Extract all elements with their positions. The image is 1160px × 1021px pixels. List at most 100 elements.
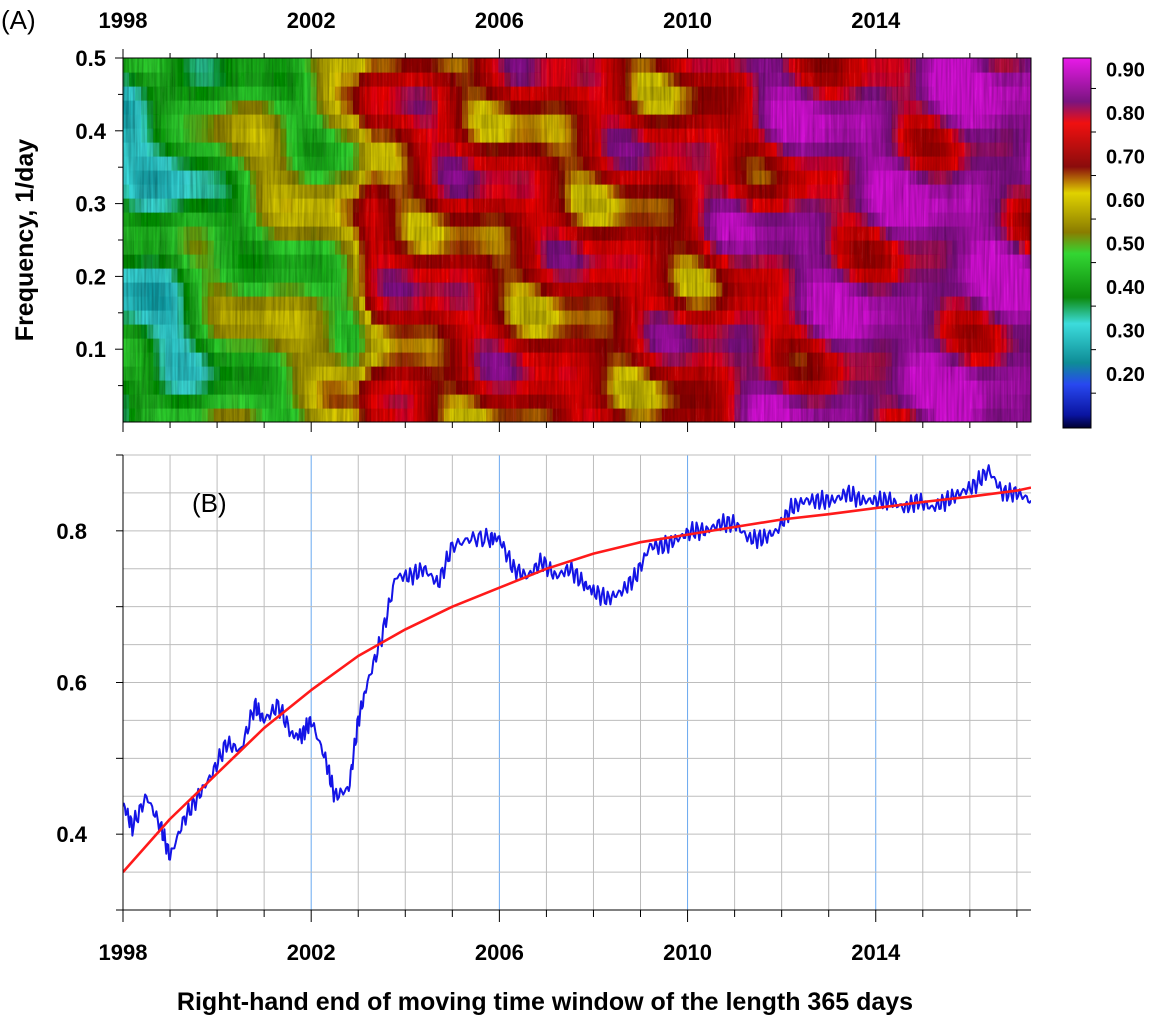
heatmap-cell <box>613 72 620 87</box>
heatmap-cell <box>583 338 590 353</box>
heatmap-cell <box>988 310 996 325</box>
heatmap-cell <box>437 114 445 129</box>
heatmap-cell <box>1012 408 1020 422</box>
heatmap-cell <box>710 240 717 255</box>
heatmap-cell <box>165 226 173 241</box>
heatmap-cell <box>595 100 602 115</box>
heatmap-cell <box>782 394 790 409</box>
heatmap-cell <box>770 380 778 395</box>
heatmap-cell <box>940 156 947 171</box>
heatmap-cell <box>891 366 899 381</box>
heatmap-cell <box>631 394 639 409</box>
heatmap-cell <box>286 198 294 213</box>
heatmap-cell <box>468 282 475 297</box>
heatmap-cell <box>395 156 403 171</box>
heatmap-cell <box>340 254 348 269</box>
heatmap-cell <box>710 198 717 213</box>
heatmap-cell <box>165 184 173 199</box>
heatmap-cell <box>153 282 160 297</box>
heatmap-cell <box>268 184 275 199</box>
heatmap-cell <box>758 352 766 367</box>
heatmap-cell <box>946 226 953 241</box>
heatmap-cell <box>673 324 681 339</box>
heatmap-cell <box>631 128 639 143</box>
heatmap-cell <box>1012 310 1020 325</box>
heatmap-cell <box>274 142 281 157</box>
heatmap-cell <box>813 128 820 143</box>
heatmap-cell <box>407 240 415 255</box>
heatmap-cell <box>365 198 372 213</box>
heatmap-cell <box>607 338 614 353</box>
heatmap-cell <box>498 366 505 381</box>
heatmap-cell <box>589 58 596 73</box>
heatmap-cell <box>940 254 947 269</box>
heatmap-cell <box>643 268 651 283</box>
heatmap-cell <box>153 156 160 171</box>
heatmap-cell <box>419 394 427 409</box>
heatmap-cell <box>461 114 469 129</box>
heatmap-cell <box>928 366 935 381</box>
heatmap-cell <box>952 198 959 213</box>
heatmap-cell <box>504 282 512 297</box>
heatmap-cell <box>770 240 778 255</box>
heatmap-cell <box>298 366 306 381</box>
heatmap-cell <box>195 58 203 73</box>
heatmap-cell <box>885 128 893 143</box>
heatmap-cell <box>685 86 693 101</box>
heatmap-cell <box>958 240 966 255</box>
heatmap-cell <box>952 296 959 311</box>
heatmap-cell <box>153 212 160 227</box>
heatmap-cell <box>589 268 596 283</box>
heatmap-cell <box>637 184 645 199</box>
heatmap-cell <box>238 408 245 422</box>
heatmap-cell <box>534 198 542 213</box>
heatmap-cell <box>189 338 197 353</box>
heatmap-cell <box>619 254 627 269</box>
heatmap-cell <box>1000 408 1008 422</box>
heatmap-cell <box>891 114 899 129</box>
heatmap-cell <box>425 380 433 395</box>
heatmap-cell <box>643 198 651 213</box>
heatmap-cell <box>679 142 687 157</box>
heatmap-cell <box>782 254 790 269</box>
heatmap-cell <box>225 156 233 171</box>
heatmap-cell <box>353 72 360 87</box>
heatmap-cell <box>958 380 966 395</box>
heatmap-cell <box>655 408 663 422</box>
heatmap-cell <box>177 240 185 255</box>
heatmap-cell <box>685 128 693 143</box>
heatmap-cell <box>964 128 972 143</box>
heatmap-cell <box>891 380 899 395</box>
heatmap-cell <box>389 198 396 213</box>
heatmap-cell <box>873 268 881 283</box>
heatmap-cell <box>419 184 427 199</box>
heatmap-cell <box>958 86 966 101</box>
heatmap-cell <box>359 128 366 143</box>
heatmap-cell <box>534 156 542 171</box>
heatmap-cell <box>286 212 294 227</box>
heatmap-cell <box>970 254 978 269</box>
panel-a-label: (A) <box>1 5 36 35</box>
heatmap-cell <box>177 212 185 227</box>
heatmap-cell <box>655 352 663 367</box>
heatmap-cell <box>413 394 421 409</box>
heatmap-cell <box>201 184 209 199</box>
heatmap-cell <box>225 170 233 185</box>
heatmap-cell <box>643 170 651 185</box>
heatmap-cell <box>353 268 360 283</box>
heatmap-cell <box>619 100 627 115</box>
heatmap-cell <box>1024 380 1031 395</box>
heatmap-cell <box>159 366 166 381</box>
heatmap-cell <box>595 212 602 227</box>
heatmap-cell <box>891 254 899 269</box>
heatmap-cell <box>480 72 487 87</box>
heatmap-cell <box>449 226 457 241</box>
heatmap-cell <box>903 324 911 339</box>
heatmap-cell <box>825 380 832 395</box>
heatmap-cell <box>903 58 911 73</box>
heatmap-cell <box>492 226 499 241</box>
heatmap-cell <box>129 394 136 409</box>
heatmap-cell <box>504 142 512 157</box>
heatmap-cell <box>613 310 620 325</box>
heatmap-cell <box>740 212 748 227</box>
